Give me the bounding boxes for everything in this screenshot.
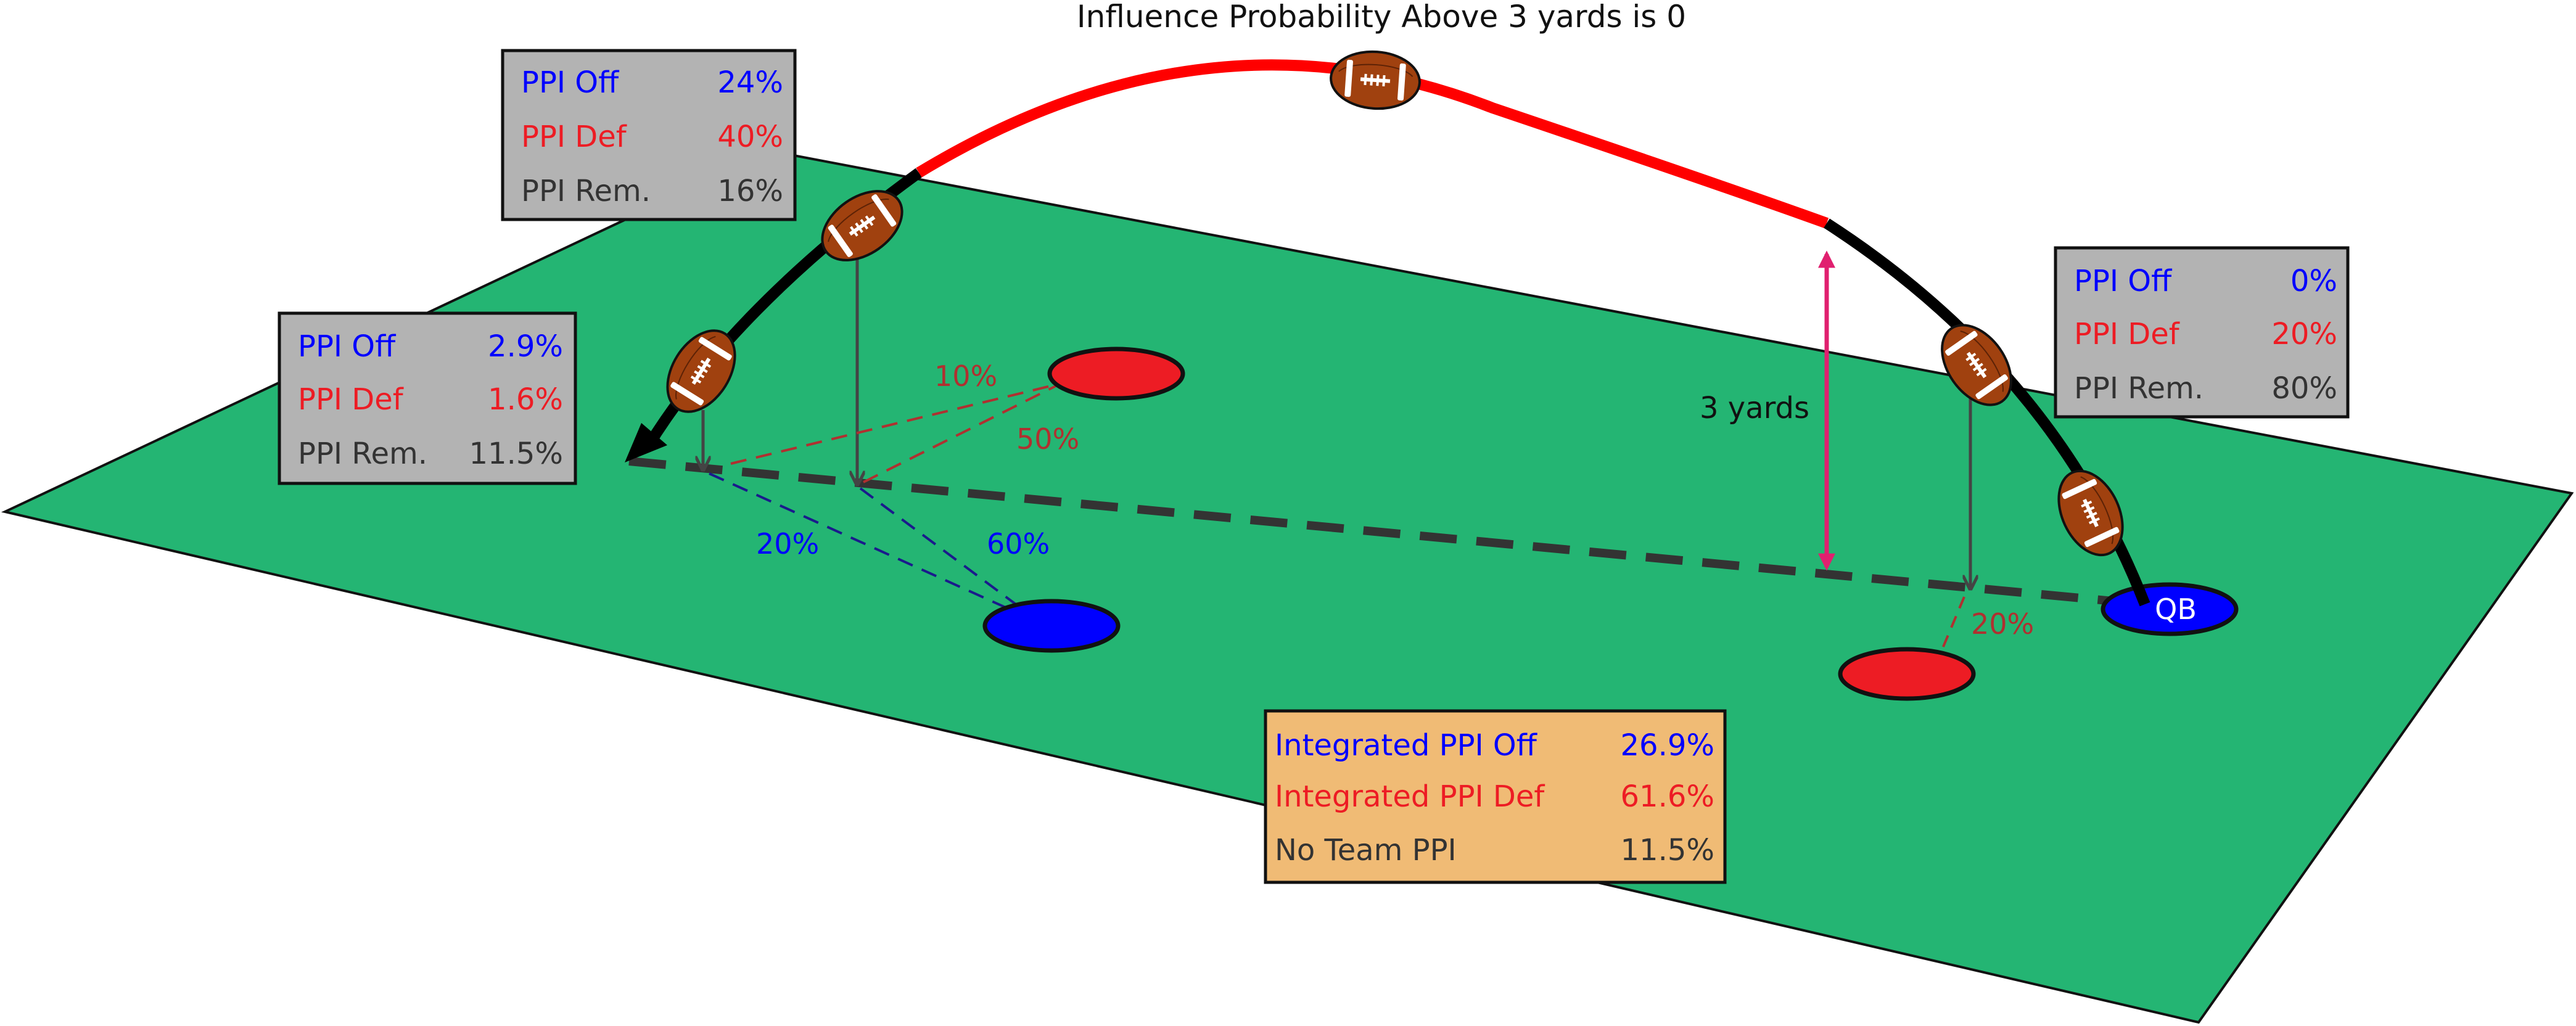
ppi-def-value: 20% <box>2271 317 2337 351</box>
ppi-def-value: 1.6% <box>488 382 563 417</box>
ppi-off-label: PPI Off <box>2074 264 2172 298</box>
def-distance-line <box>730 382 1061 465</box>
ppi-def-label: PPI Def <box>521 120 627 154</box>
def-distance-label: 20% <box>1971 607 2034 641</box>
qb-label: QB <box>2155 593 2197 626</box>
diagram-title: Influence Probability Above 3 yards is 0 <box>1077 0 1686 35</box>
off-distance-label: 20% <box>756 527 819 560</box>
ground-path <box>628 457 2147 609</box>
ppi-rem-label: PPI Rem. <box>2074 371 2204 406</box>
integrated-off-label: Integrated PPI Off <box>1275 728 1537 763</box>
ppi-def-label: PPI Def <box>298 382 404 417</box>
ppi-box-left: PPI Off 2.9% PPI Def 1.6% PPI Rem. 11.5% <box>278 311 577 485</box>
trajectory-high <box>916 59 1829 229</box>
trajectory-arrowhead <box>625 423 667 462</box>
defender-marker <box>1047 347 1185 401</box>
ppi-rem-value: 16% <box>717 174 783 208</box>
ppi-rem-value: 11.5% <box>469 437 563 471</box>
ppi-def-label: PPI Def <box>2074 317 2180 351</box>
ppi-box-top-left: PPI Off 24% PPI Def 40% PPI Rem. 16% <box>501 49 797 221</box>
defender-marker <box>1838 647 1976 701</box>
integrated-ppi-box: Integrated PPI Off 26.9% Integrated PPI … <box>1264 709 1727 884</box>
off-distance-line <box>709 472 1043 625</box>
ppi-off-value: 0% <box>2290 264 2337 298</box>
ppi-rem-value: 80% <box>2271 371 2337 406</box>
integrated-off-value: 26.9% <box>1621 728 1714 763</box>
no-team-value: 11.5% <box>1621 833 1714 868</box>
def-distance-label: 10% <box>934 359 997 393</box>
offense-receiver-marker <box>982 599 1121 653</box>
def-distance-line <box>863 382 1061 483</box>
def-distance-label: 50% <box>1016 422 1079 456</box>
off-distance-line <box>859 487 1043 625</box>
ppi-box-right: PPI Off 0% PPI Def 20% PPI Rem. 80% <box>2054 246 2350 419</box>
ppi-off-label: PPI Off <box>298 329 396 364</box>
football-icon <box>1329 49 1422 112</box>
integrated-def-value: 61.6% <box>1621 779 1714 814</box>
integrated-def-label: Integrated PPI Def <box>1275 779 1545 814</box>
ppi-off-value: 24% <box>717 65 783 100</box>
ppi-off-label: PPI Off <box>521 65 619 100</box>
ppi-def-value: 40% <box>717 120 783 154</box>
no-team-label: No Team PPI <box>1275 833 1457 868</box>
ppi-rem-label: PPI Rem. <box>521 174 651 208</box>
off-distance-label: 60% <box>987 527 1050 560</box>
ppi-rem-label: PPI Rem. <box>298 437 427 471</box>
ppi-off-value: 2.9% <box>488 329 563 364</box>
def-distance-line <box>1935 596 1965 663</box>
height-label: 3 yards <box>1700 391 1809 425</box>
